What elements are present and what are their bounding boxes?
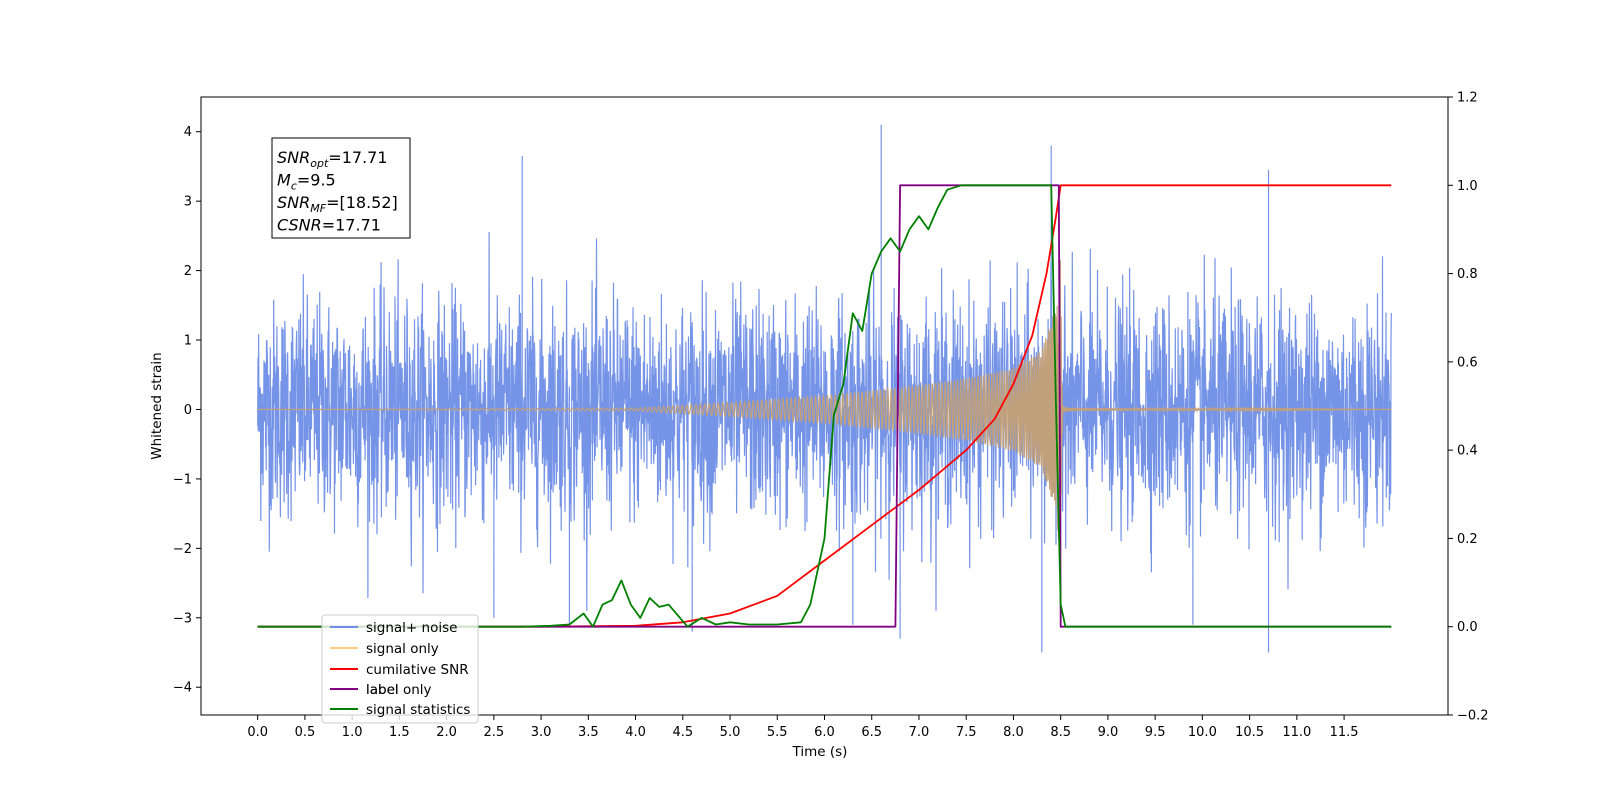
legend-entry: cumilative SNR: [366, 662, 469, 678]
y-tick-label-right: 0.2: [1457, 532, 1478, 547]
x-tick-label: 0.0: [247, 725, 268, 740]
y-tick-label-right: 1.0: [1457, 179, 1478, 194]
x-tick-label: 2.0: [436, 725, 457, 740]
series-signal-only: [257, 260, 1392, 540]
x-tick-label: 9.0: [1098, 725, 1119, 740]
y-tick-label-left: 2: [184, 264, 192, 279]
series-signal-statistics: [257, 184, 1392, 628]
y-axis-left: −4 −3 −2 −1 0 1 2 3 4: [173, 125, 201, 696]
x-tick-label: 4.0: [625, 725, 646, 740]
y-tick-label-right: 0.0: [1457, 620, 1478, 635]
x-tick-label: 3.5: [578, 725, 599, 740]
y-tick-label-left: −4: [173, 681, 192, 696]
x-tick-label: 2.5: [484, 725, 505, 740]
legend-entry: signal statistics: [366, 702, 470, 718]
x-tick-label: 9.5: [1145, 725, 1166, 740]
x-axis: 0.0 0.5 1.0 1.5 2.0 2.5 3.0 3.5 4.0 4.5 5.0 5.5 6.0 6…: [247, 715, 1359, 740]
x-tick-label: 6.0: [814, 725, 835, 740]
x-tick-label: 7.5: [956, 725, 977, 740]
annotation-line: SNRMF=[18.52]: [277, 193, 398, 215]
x-tick-label: 0.5: [295, 725, 316, 740]
x-axis-label: Time (s): [792, 744, 848, 760]
x-tick-label: 11.5: [1330, 725, 1359, 740]
legend-entry: signal+ noise: [366, 620, 457, 636]
annotation-line: Mc=9.5: [277, 171, 336, 193]
y-tick-label-left: 0: [184, 403, 192, 418]
x-tick-label: 8.0: [1003, 725, 1024, 740]
annotation-line: SNRopt=17.71: [277, 148, 388, 170]
y-tick-label-right: 1.2: [1457, 91, 1478, 106]
x-tick-label: 7.0: [909, 725, 930, 740]
annotation-line: CSNR=17.71: [277, 216, 381, 235]
y-tick-label-right: 0.4: [1457, 444, 1478, 459]
legend-entry: label only: [366, 682, 432, 698]
x-tick-label: 10.5: [1235, 725, 1264, 740]
x-tick-label: 8.5: [1050, 725, 1071, 740]
y-tick-label-left: −1: [173, 472, 192, 487]
series-layer: [257, 124, 1392, 653]
legend-entry: signal only: [366, 641, 439, 657]
x-tick-label: 1.5: [389, 725, 410, 740]
y-tick-label-left: −2: [173, 542, 192, 557]
x-tick-label: 5.5: [767, 725, 788, 740]
x-tick-label: 6.5: [861, 725, 882, 740]
y-tick-label-right: −0.2: [1457, 709, 1489, 724]
legend: signal+ noise signal only cumilative SNR la…: [321, 614, 479, 724]
y-axis-right: −0.2 0.0 0.2 0.4 0.6 0.8 1.0 1.2: [1448, 91, 1489, 724]
y-tick-label-left: 1: [184, 334, 192, 349]
y-tick-label-right: 0.8: [1457, 267, 1478, 282]
x-tick-label: 11.0: [1282, 725, 1311, 740]
series-cumilative-snr: [257, 184, 1392, 628]
y-tick-label-left: 3: [184, 195, 192, 210]
y-tick-label-left: 4: [184, 125, 192, 140]
y-tick-label-right: 0.6: [1457, 355, 1478, 370]
x-tick-label: 10.0: [1188, 725, 1217, 740]
x-tick-label: 1.0: [342, 725, 363, 740]
y-tick-label-left: −3: [173, 611, 192, 626]
annotation-box: SNRopt=17.71Mc=9.5SNRMF=[18.52]CSNR=17.7…: [271, 137, 411, 239]
y-axis-label: Whitened strain: [149, 352, 165, 459]
x-tick-label: 5.0: [720, 725, 741, 740]
legend-entry: label: [366, 682, 399, 698]
x-tick-label: 3.0: [531, 725, 552, 740]
legend-frame: [321, 614, 479, 724]
x-tick-label: 4.5: [672, 725, 693, 740]
